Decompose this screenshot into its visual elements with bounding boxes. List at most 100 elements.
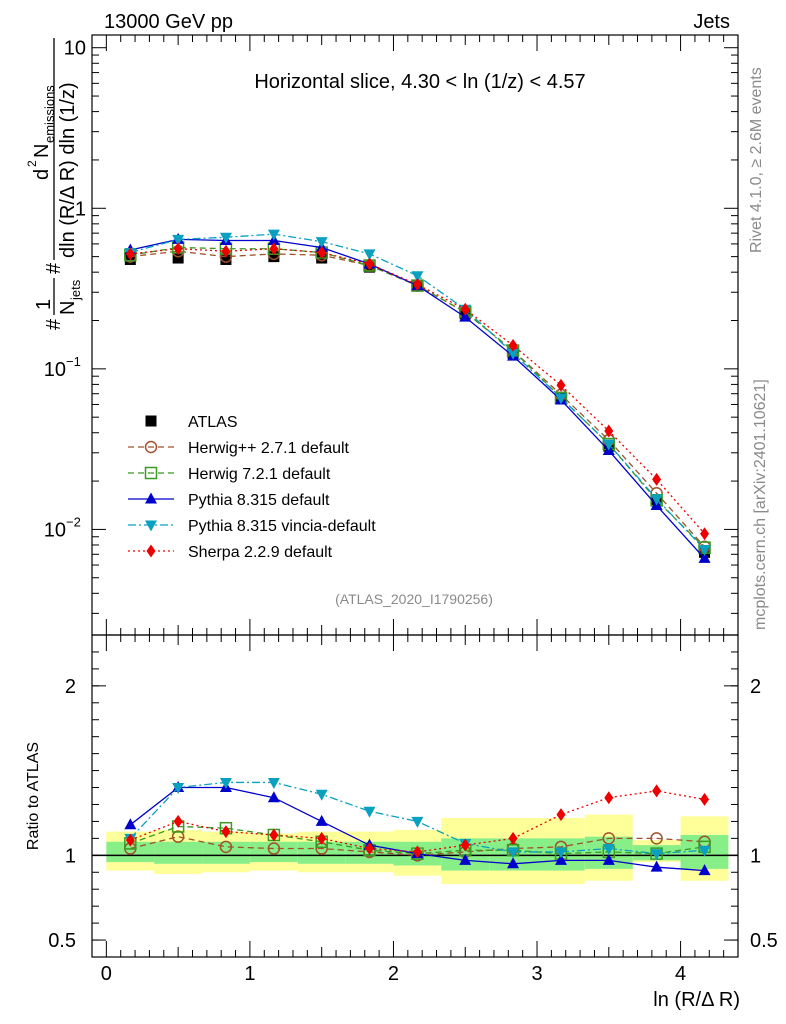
ratio-point-vincia — [650, 849, 663, 861]
ratio-point-sherpa — [412, 845, 422, 859]
point-pythia — [459, 310, 472, 322]
ratio-point-pythia — [554, 853, 567, 865]
ratio-point-sherpa — [508, 831, 518, 845]
main-ytick-label: 10 — [44, 359, 66, 381]
ratio-point-sherpa — [221, 825, 231, 839]
ratio-point-sherpa — [556, 808, 566, 822]
point-sherpa — [173, 242, 183, 256]
point-sherpa — [412, 278, 422, 292]
ratio-point-vincia — [411, 816, 424, 828]
ratio-xtick-label: 0 — [101, 963, 112, 985]
ratio-point-pythia — [602, 853, 615, 865]
point-vincia — [698, 544, 711, 556]
legend-item-atlas: ATLAS — [145, 414, 238, 431]
legend-label: Pythia 8.315 vincia-default — [188, 518, 376, 535]
ratio-point-vincia — [219, 777, 232, 789]
ylabel-njets-sub: jets — [68, 279, 83, 301]
ratio-point-vincia — [602, 844, 615, 856]
point-vincia — [219, 232, 232, 244]
ratio-series-vincia — [124, 777, 711, 861]
legend-label: Pythia 8.315 default — [188, 492, 330, 509]
main-series-group — [124, 229, 711, 563]
ylabel-denominator: dln (R/Δ R) dln (1/z) — [57, 82, 79, 258]
series-sherpa — [125, 242, 710, 541]
ratio-point-sherpa — [652, 784, 662, 798]
ratio-ytick-label: 0.5 — [48, 930, 76, 952]
ratio-point-sherpa — [173, 814, 183, 828]
ylabel-one: 1 — [33, 299, 55, 310]
ratio-point-vincia — [315, 789, 328, 801]
ratio-point-herwigpp — [602, 832, 616, 845]
point-vincia — [507, 348, 520, 360]
ratio-point-herwigpp — [267, 842, 281, 855]
rivet-label: Rivet 4.1.0, ≥ 2.6M events — [748, 67, 765, 253]
main-ytick-exp: −1 — [66, 354, 81, 369]
band-inner — [106, 841, 155, 863]
mcplots-label: mcplots.cern.ch [arXiv:2401.10621] — [752, 379, 769, 630]
ylabel-d2: d — [31, 169, 53, 180]
ratio-point-herwigpp — [650, 832, 663, 845]
legend-label: ATLAS — [188, 414, 238, 431]
ratio-point-sherpa — [460, 838, 470, 852]
ratio-ylabel: Ratio to ATLAS — [25, 742, 42, 850]
point-atlas — [268, 251, 280, 263]
ratio-point-sherpa — [125, 833, 135, 847]
point-pythia — [698, 551, 711, 563]
point-vincia — [363, 249, 376, 261]
point-vincia — [172, 234, 185, 246]
point-sherpa — [221, 244, 231, 258]
legend-label: Herwig++ 2.7.1 default — [188, 440, 350, 457]
ratio-point-pythia — [698, 864, 711, 876]
band-inner — [249, 841, 298, 863]
ylabel-hash2: # — [43, 262, 65, 274]
point-vincia — [411, 271, 424, 283]
band-inner — [154, 841, 203, 864]
point-atlas — [220, 253, 232, 265]
header-left: 13000 GeV pp — [104, 11, 233, 33]
point-sherpa — [604, 424, 614, 438]
ratio-point-pythia — [459, 853, 472, 865]
ratio-point-vincia — [363, 806, 376, 818]
ratio-series-sherpa — [125, 784, 710, 859]
point-vincia — [267, 229, 280, 241]
main-ytick-exp: −2 — [66, 514, 81, 529]
point-atlas — [172, 252, 184, 264]
main-title: Horizontal slice, 4.30 < ln (1/z) < 4.57 — [254, 71, 585, 93]
legend-label: Herwig 7.2.1 default — [188, 466, 331, 483]
ratio-point-sherpa — [269, 828, 279, 842]
ratio-point-sherpa — [604, 791, 614, 805]
ratio-point-pythia — [124, 818, 137, 830]
series-atlas — [124, 251, 711, 558]
ylabel-d2-sup: 2 — [25, 160, 39, 167]
legend: ATLAS Herwig++ 2.7.1 default Herwig 7.2.1 … — [128, 414, 376, 561]
point-sherpa — [364, 257, 374, 271]
ratio-point-vincia — [267, 777, 280, 789]
point-sherpa — [125, 247, 135, 261]
ratio-xtick-label: 3 — [531, 963, 542, 985]
point-sherpa — [508, 338, 518, 352]
main-ytick-label: 10 — [44, 519, 66, 541]
ratio-ytick-label-right: 2 — [750, 676, 761, 698]
point-sherpa — [556, 378, 566, 392]
point-vincia — [650, 494, 663, 506]
legend-item-pythia: Pythia 8.315 default — [128, 492, 330, 509]
ratio-ytick-label: 1 — [65, 845, 76, 867]
ratio-point-pythia — [267, 791, 280, 803]
main-ytick-label: 10 — [64, 38, 86, 60]
point-sherpa — [652, 472, 662, 486]
ratio-xtick-label: 2 — [388, 963, 399, 985]
legend-marker-herwigpp — [144, 440, 158, 454]
series-vincia — [124, 229, 711, 556]
point-sherpa — [700, 527, 710, 541]
point-vincia — [554, 393, 567, 405]
ratio-xtick-label: 1 — [244, 963, 255, 985]
header-right: Jets — [693, 11, 730, 33]
ratio-point-pythia — [650, 860, 663, 872]
ratio-ytick-label-right: 1 — [750, 845, 761, 867]
point-sherpa — [269, 242, 279, 256]
ratio-xlabel: ln (R/Δ R) — [653, 989, 740, 1011]
legend-item-sherpa: Sherpa 2.2.9 default — [128, 544, 333, 561]
legend-label: Sherpa 2.2.9 default — [188, 544, 333, 561]
